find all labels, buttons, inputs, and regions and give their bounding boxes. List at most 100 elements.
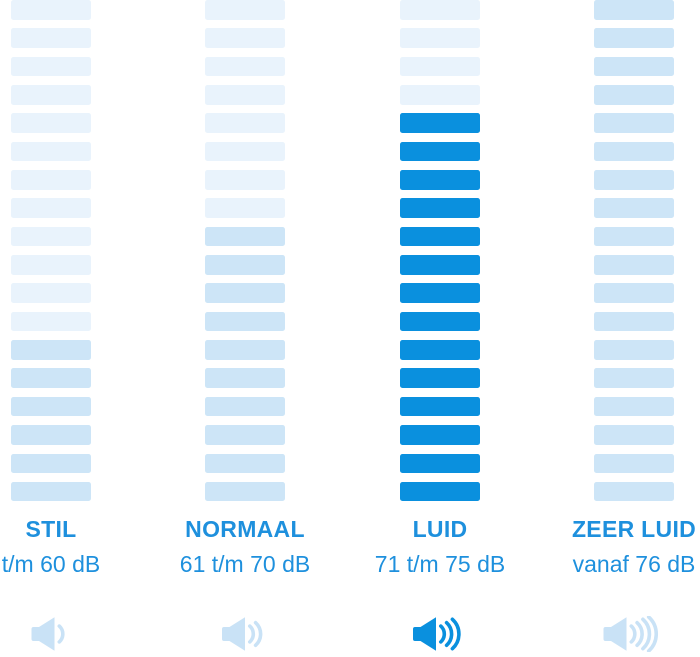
speaker-cone xyxy=(229,617,245,651)
segment-stack-stil xyxy=(11,0,91,502)
level-segment-lit xyxy=(594,0,674,20)
level-segment-lit xyxy=(400,481,480,502)
level-segment-lit xyxy=(205,368,285,388)
speaker-icon xyxy=(222,617,263,651)
level-segment-lit xyxy=(400,141,480,162)
level-segment-unlit xyxy=(205,56,285,77)
speaker-cone xyxy=(39,617,55,651)
level-segment-lit xyxy=(594,56,674,77)
level-segment-lit xyxy=(11,368,91,388)
level-segment-lit xyxy=(205,396,285,417)
level-segment-lit xyxy=(594,311,674,332)
level-segment-lit xyxy=(205,481,285,502)
level-segment-lit xyxy=(594,170,674,190)
level-segment-unlit xyxy=(400,56,480,77)
level-segment-unlit xyxy=(11,113,91,133)
level-segment-unlit xyxy=(205,141,285,162)
level-segment-lit xyxy=(400,311,480,332)
level-column-zeer-luid: ZEER LUID vanaf 76 dB xyxy=(572,0,696,657)
level-segment-lit xyxy=(205,311,285,332)
level-segment-unlit xyxy=(205,85,285,105)
level-label-luid: LUID xyxy=(412,516,468,542)
level-segment-lit xyxy=(594,368,674,388)
level-segment-lit xyxy=(400,113,480,133)
sound-wave-arc xyxy=(635,620,644,648)
level-segment-lit xyxy=(205,255,285,275)
level-segment-lit xyxy=(400,368,480,388)
speaker-icon-slot-normaal xyxy=(222,616,269,654)
level-segment-lit xyxy=(594,85,674,105)
level-segment-lit xyxy=(11,396,91,417)
speaker-cone xyxy=(611,617,627,651)
speaker-icon-slot-luid xyxy=(413,616,468,654)
level-segment-lit xyxy=(205,453,285,473)
level-segment-lit xyxy=(205,425,285,445)
level-segment-unlit xyxy=(400,0,480,20)
level-segment-unlit xyxy=(205,198,285,218)
level-range-luid: 71 t/m 75 dB xyxy=(374,551,506,577)
speaker-box xyxy=(603,627,613,641)
speaker-icon xyxy=(31,617,65,651)
level-column-luid: LUID 71 t/m 75 dB xyxy=(375,0,505,657)
speaker-cone xyxy=(420,617,436,651)
speaker-box xyxy=(31,627,41,641)
speaker-icon-slot-zeer-luid xyxy=(603,616,665,654)
level-segment-lit xyxy=(594,481,674,502)
speaker-icon xyxy=(413,617,461,651)
level-segment-lit xyxy=(594,453,674,473)
level-range-normaal: 61 t/m 70 dB xyxy=(179,551,311,577)
sound-wave-arc xyxy=(450,617,461,651)
level-segment-unlit xyxy=(11,226,91,247)
level-range-stil: t/m 60 dB xyxy=(1,551,101,577)
level-segment-lit xyxy=(594,113,674,133)
segment-stack-normaal xyxy=(205,0,285,502)
level-segment-lit xyxy=(400,226,480,247)
level-segment-unlit xyxy=(205,170,285,190)
sound-wave-arc xyxy=(439,624,447,644)
speaker-icon-slot-stil xyxy=(31,616,71,654)
level-segment-lit xyxy=(594,226,674,247)
level-range-zeer-luid: vanaf 76 dB xyxy=(572,551,696,577)
level-segment-lit xyxy=(11,425,91,445)
level-segment-lit xyxy=(594,141,674,162)
level-segment-unlit xyxy=(11,311,91,332)
level-column-normaal: NORMAAL 61 t/m 70 dB xyxy=(180,0,310,657)
level-segment-unlit xyxy=(205,0,285,20)
level-segment-lit xyxy=(400,340,480,360)
level-segment-unlit xyxy=(11,283,91,303)
sound-wave-arc xyxy=(248,624,256,644)
level-segment-unlit xyxy=(400,85,480,105)
sound-wave-arc xyxy=(444,620,454,648)
level-segment-lit xyxy=(205,340,285,360)
segment-stack-zeer-luid xyxy=(594,0,674,502)
level-segment-lit xyxy=(594,283,674,303)
speaker-box xyxy=(413,627,423,641)
level-segment-lit xyxy=(11,481,91,502)
level-segment-lit xyxy=(400,170,480,190)
level-segment-lit xyxy=(594,396,674,417)
sound-wave-arc xyxy=(646,616,659,652)
level-segment-lit xyxy=(400,255,480,275)
level-segment-lit xyxy=(594,198,674,218)
level-segment-unlit xyxy=(11,170,91,190)
level-segment-unlit xyxy=(11,141,91,162)
level-label-normaal: NORMAAL xyxy=(185,516,305,542)
level-segment-lit xyxy=(11,340,91,360)
level-segment-lit xyxy=(205,226,285,247)
level-label-zeer-luid: ZEER LUID xyxy=(571,516,697,542)
sound-wave-arc xyxy=(253,620,263,648)
level-label-stil: STIL xyxy=(25,516,77,542)
speaker-box xyxy=(222,627,232,641)
sound-wave-arc xyxy=(57,624,65,644)
speaker-icon xyxy=(603,616,659,652)
segment-stack-luid xyxy=(400,0,480,502)
level-segment-lit xyxy=(400,198,480,218)
level-segment-unlit xyxy=(11,85,91,105)
sound-wave-arc xyxy=(641,617,652,651)
level-segment-unlit xyxy=(11,56,91,77)
level-segment-unlit xyxy=(205,113,285,133)
level-segment-unlit xyxy=(400,28,480,48)
level-segment-unlit xyxy=(205,28,285,48)
level-segment-lit xyxy=(594,28,674,48)
level-segment-unlit xyxy=(11,28,91,48)
